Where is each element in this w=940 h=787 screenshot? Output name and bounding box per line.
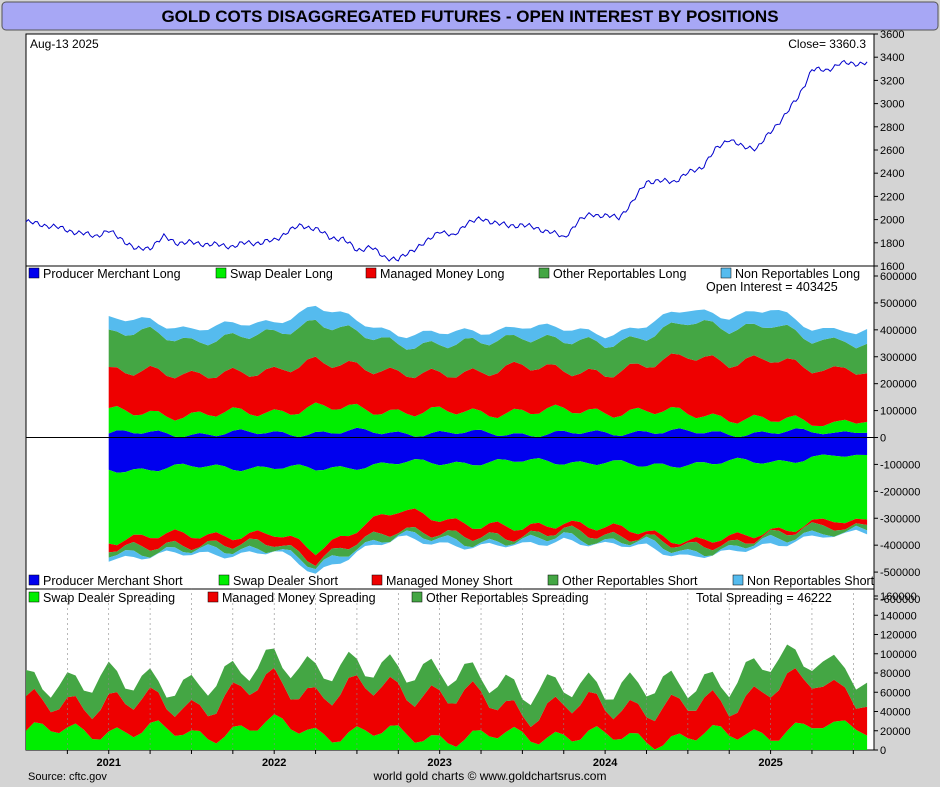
area-producer-merchant-short	[108, 437, 868, 473]
year-tick-label: 2021	[96, 757, 120, 769]
area-managed-money-long	[108, 353, 868, 427]
legend-item: Other Reportables Spreading	[426, 591, 589, 605]
positions-tick-label: 200000	[880, 379, 917, 391]
price-line	[25, 59, 868, 262]
year-tick-label: 2024	[593, 757, 618, 769]
credit-label: world gold charts © www.goldchartsrus.co…	[373, 769, 607, 783]
positions-tick-label: 400000	[880, 325, 917, 337]
price-tick-label: 3200	[880, 75, 904, 87]
legend-item: Non Reportables Long	[735, 267, 860, 281]
legend-item: Managed Money Spreading	[222, 591, 376, 605]
area-swap-dealer-long	[108, 402, 868, 438]
spreading-tick-label: 120000	[880, 630, 917, 642]
legend-swatch	[720, 267, 732, 279]
spreading-tick-label: 60000	[880, 687, 911, 699]
area-swap-dealer-short	[108, 454, 868, 556]
total-spreading-label: Total Spreading = 46222	[696, 591, 832, 605]
spreading-legend: Swap Dealer Spreading Managed Money Spre…	[28, 591, 589, 605]
legend-item: Swap Dealer Spreading	[43, 591, 175, 605]
legend-swatch	[28, 591, 40, 603]
price-tick-label: 2600	[880, 145, 904, 157]
area-managed-money-spreading	[26, 667, 868, 750]
legend-swatch	[28, 267, 40, 279]
legend-swatch	[365, 267, 377, 279]
close-label: Close= 3360.3	[788, 37, 866, 51]
area-non-reportables-long	[108, 305, 868, 350]
spreading-tick-label: 40000	[880, 707, 911, 719]
price-tick-label: 1600	[880, 261, 904, 273]
positions-tick-label: -400000	[880, 540, 920, 552]
legend-swatch	[411, 591, 423, 603]
area-other-reportables-spreading	[26, 644, 868, 727]
legend-item: Managed Money Long	[380, 267, 504, 281]
legend-swatch	[28, 574, 40, 586]
price-tick-label: 2400	[880, 168, 904, 180]
legend-swatch	[207, 591, 219, 603]
year-tick-label: 2025	[758, 757, 782, 769]
title-bar	[1, 1, 939, 31]
spreading-tick-label: 140000	[880, 610, 917, 622]
price-tick-label: 2000	[880, 215, 904, 227]
spreading-tick-label: 100000	[880, 649, 917, 661]
legend-item: Other Reportables Long	[553, 267, 686, 281]
year-tick-label: 2023	[427, 757, 451, 769]
axes-layer: 1600 1800 2000 2200 2400 2600 2800 3000 3200 3400…	[66, 29, 920, 769]
legend-item: Swap Dealer Short	[233, 574, 338, 588]
legend-swatch	[538, 267, 550, 279]
short-legend: Producer Merchant Short Swap Dealer Shor…	[28, 574, 875, 588]
positions-tick-label: -200000	[880, 486, 920, 498]
legend-swatch	[215, 267, 227, 279]
legend-swatch	[218, 574, 230, 586]
positions-tick-label: 0	[880, 433, 886, 445]
price-tick-label: 3600	[880, 29, 904, 41]
spreading-tick-label: 0	[880, 745, 886, 757]
positions-tick-label: -600000	[880, 594, 920, 606]
price-panel	[25, 33, 875, 267]
price-tick-label: 3000	[880, 99, 904, 111]
legend-item: Managed Money Short	[386, 574, 513, 588]
long-legend: Producer Merchant Long Swap Dealer Long …	[28, 267, 860, 281]
price-tick-label: 2800	[880, 122, 904, 134]
price-tick-label: 1800	[880, 238, 904, 250]
area-other-reportables-long	[108, 319, 868, 379]
price-tick-label: 3400	[880, 52, 904, 64]
area-swap-dealer-spreading	[26, 714, 868, 750]
open-interest-label: Open Interest = 403425	[706, 280, 838, 294]
area-other-reportables-short	[108, 522, 868, 570]
legend-swatch	[371, 574, 383, 586]
positions-tick-label: 600000	[880, 271, 917, 283]
legend-item: Other Reportables Short	[562, 574, 698, 588]
price-tick-label: 2200	[880, 191, 904, 203]
positions-tick-label: -300000	[880, 513, 920, 525]
source-label: Source: cftc.gov	[28, 771, 107, 783]
legend-swatch	[547, 574, 559, 586]
area-non-reportables-short	[108, 525, 868, 574]
legend-item: Producer Merchant Long	[43, 267, 181, 281]
area-managed-money-short	[108, 508, 868, 566]
positions-layer	[26, 305, 874, 574]
positions-tick-label: 300000	[880, 352, 917, 364]
chart-title: GOLD COTS DISAGGREGATED FUTURES - OPEN I…	[161, 7, 778, 26]
price-layer	[25, 59, 868, 262]
positions-tick-label: 500000	[880, 298, 917, 310]
year-tick-label: 2022	[262, 757, 286, 769]
spreading-tick-label: 80000	[880, 668, 911, 680]
spreading-tick-label: 160000	[880, 591, 917, 603]
legend-item: Producer Merchant Short	[43, 574, 183, 588]
positions-tick-label: 100000	[880, 406, 917, 418]
spreading-layer	[26, 644, 868, 750]
area-producer-merchant-long	[108, 427, 868, 438]
legend-swatch	[732, 574, 744, 586]
spreading-tick-label: 20000	[880, 726, 911, 738]
positions-tick-label: -100000	[880, 459, 920, 471]
legend-item: Non Reportables Short	[747, 574, 875, 588]
positions-tick-label: -500000	[880, 567, 920, 579]
legend-item: Swap Dealer Long	[230, 267, 333, 281]
date-label: Aug-13 2025	[30, 37, 99, 51]
